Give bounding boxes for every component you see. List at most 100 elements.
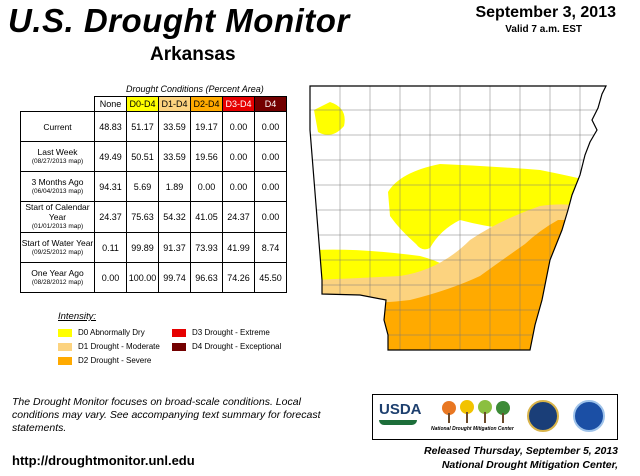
legend-swatch-d3 bbox=[172, 328, 186, 337]
table-cell: 0.00 bbox=[222, 141, 255, 172]
legend-swatch-d2 bbox=[58, 356, 72, 365]
page-title: U.S. Drought Monitor bbox=[8, 2, 350, 39]
table-cell: 51.17 bbox=[126, 111, 159, 142]
table-cell: 99.74 bbox=[158, 262, 191, 293]
table-cell: 33.59 bbox=[158, 141, 191, 172]
col-none: None bbox=[94, 96, 127, 112]
legend-item-d0: D0 Abnormally Dry bbox=[58, 328, 145, 337]
partner-logos: USDA National Drought Mitigation Center bbox=[372, 394, 618, 440]
table-cell: 49.49 bbox=[94, 141, 127, 172]
table-cell: 0.00 bbox=[254, 171, 287, 202]
row-label-text: 3 Months Ago bbox=[31, 176, 84, 187]
table-cell: 50.51 bbox=[126, 141, 159, 172]
table-header-row: None D0-D4 D1-D4 D2-D4 D3-D4 D4 bbox=[21, 96, 287, 112]
table-cell: 0.00 bbox=[254, 111, 287, 142]
table-cell: 75.63 bbox=[126, 201, 159, 233]
row-label-text: Start of Water Year bbox=[21, 237, 94, 248]
table-cell: 96.63 bbox=[190, 262, 223, 293]
release-date: Released Thursday, September 5, 2013 bbox=[424, 445, 618, 457]
table-cell: 0.00 bbox=[222, 111, 255, 142]
legend-item-d2: D2 Drought - Severe bbox=[58, 356, 151, 365]
table-cell: 33.59 bbox=[158, 111, 191, 142]
row-label-text: Start of Calendar Year bbox=[25, 202, 90, 222]
row-label-sub: (01/01/2013 map) bbox=[31, 223, 84, 230]
row-label-text: Last Week bbox=[37, 146, 78, 157]
table-row: Start of Water Year (09/25/2012 map) 0.11… bbox=[20, 232, 287, 263]
ndmc-logo-text: National Drought Mitigation Center bbox=[431, 426, 514, 432]
state-name: Arkansas bbox=[150, 44, 236, 65]
legend-item-d3: D3 Drought - Extreme bbox=[172, 328, 270, 337]
table-cell: 74.26 bbox=[222, 262, 255, 293]
table-cell: 0.11 bbox=[94, 232, 127, 263]
row-label: One Year Ago (08/28/2012 map) bbox=[20, 262, 95, 293]
table-caption: Drought Conditions (Percent Area) bbox=[126, 84, 264, 94]
noaa-seal-icon bbox=[573, 400, 605, 432]
row-label: Start of Calendar Year (01/01/2013 map) bbox=[20, 201, 95, 233]
legend-item-d1: D1 Drought - Moderate bbox=[58, 342, 160, 351]
col-d0-d4: D0-D4 bbox=[126, 96, 159, 112]
row-label: 3 Months Ago (06/04/2013 map) bbox=[20, 171, 95, 202]
table-cell: 94.31 bbox=[94, 171, 127, 202]
table-cell: 45.50 bbox=[254, 262, 287, 293]
table-cell: 41.05 bbox=[190, 201, 223, 233]
table-cell: 0.00 bbox=[254, 201, 287, 233]
row-label-sub: (08/27/2013 map) bbox=[31, 157, 84, 165]
commerce-seal-icon bbox=[527, 400, 559, 432]
table-cell: 19.17 bbox=[190, 111, 223, 142]
legend-swatch-d0 bbox=[58, 328, 72, 337]
table-cell: 0.00 bbox=[254, 141, 287, 172]
table-cell: 24.37 bbox=[222, 201, 255, 233]
table-cell: 100.00 bbox=[126, 262, 159, 293]
drought-monitor-link[interactable]: http://droughtmonitor.unl.edu bbox=[12, 453, 195, 468]
release-info: Released Thursday, September 5, 2013 Nat… bbox=[424, 444, 618, 472]
col-d1-d4: D1-D4 bbox=[158, 96, 191, 112]
table-cell: 54.32 bbox=[158, 201, 191, 233]
table-cell: 91.37 bbox=[158, 232, 191, 263]
legend-label-d1: D1 Drought - Moderate bbox=[78, 342, 160, 351]
table-row: One Year Ago (08/28/2012 map) 0.00 100.00… bbox=[20, 262, 287, 293]
table-row: Last Week (08/27/2013 map) 49.49 50.51 33… bbox=[20, 141, 287, 172]
row-label-sub: (08/28/2012 map) bbox=[31, 278, 84, 286]
table-cell: 0.00 bbox=[94, 262, 127, 293]
legend-item-d4: D4 Drought - Exceptional bbox=[172, 342, 281, 351]
footer-note: The Drought Monitor focuses on broad-sca… bbox=[12, 396, 321, 434]
legend-label-d3: D3 Drought - Extreme bbox=[192, 328, 270, 337]
table-cell: 1.89 bbox=[158, 171, 191, 202]
legend-label-d2: D2 Drought - Severe bbox=[78, 356, 152, 365]
table-row: Start of Calendar Year (01/01/2013 map) 2… bbox=[20, 201, 287, 233]
table-corner bbox=[21, 97, 95, 112]
table-cell: 48.83 bbox=[94, 111, 127, 142]
table-cell: 0.00 bbox=[222, 171, 255, 202]
table-row: Current 48.83 51.17 33.59 19.17 0.00 0.0… bbox=[20, 111, 287, 142]
table-cell: 24.37 bbox=[94, 201, 127, 233]
state-border bbox=[309, 85, 607, 351]
legend-swatch-d1 bbox=[58, 342, 72, 351]
row-label: Start of Water Year (09/25/2012 map) bbox=[20, 232, 95, 263]
row-label-text: One Year Ago bbox=[31, 267, 84, 278]
release-author: National Drought Mitigation Center, bbox=[441, 459, 618, 471]
row-label-sub: (09/25/2012 map) bbox=[31, 248, 84, 256]
map-date: September 3, 2013 bbox=[475, 4, 616, 21]
col-d3-d4: D3-D4 bbox=[222, 96, 255, 112]
col-d4: D4 bbox=[254, 96, 287, 112]
row-label-text: Current bbox=[43, 121, 72, 132]
drought-conditions-table: None D0-D4 D1-D4 D2-D4 D3-D4 D4 Current … bbox=[20, 96, 287, 293]
table-row: 3 Months Ago (06/04/2013 map) 94.31 5.69 … bbox=[20, 171, 287, 202]
legend-swatch-d4 bbox=[172, 342, 186, 351]
col-d2-d4: D2-D4 bbox=[190, 96, 223, 112]
usda-logo: USDA bbox=[379, 401, 422, 418]
legend-label-d4: D4 Drought - Exceptional bbox=[192, 342, 282, 351]
legend-title: Intensity: bbox=[58, 311, 97, 322]
table-cell: 73.93 bbox=[190, 232, 223, 263]
table-cell: 99.89 bbox=[126, 232, 159, 263]
table-cell: 5.69 bbox=[126, 171, 159, 202]
table-cell: 19.56 bbox=[190, 141, 223, 172]
legend-label-d0: D0 Abnormally Dry bbox=[78, 328, 145, 337]
row-label-sub: (06/04/2013 map) bbox=[31, 187, 84, 195]
valid-time: Valid 7 a.m. EST bbox=[505, 24, 582, 35]
table-cell: 8.74 bbox=[254, 232, 287, 263]
usda-logo-swoosh bbox=[379, 420, 417, 425]
row-label: Current bbox=[20, 111, 95, 142]
ndmc-trees-icon bbox=[442, 400, 510, 423]
table-cell: 41.99 bbox=[222, 232, 255, 263]
